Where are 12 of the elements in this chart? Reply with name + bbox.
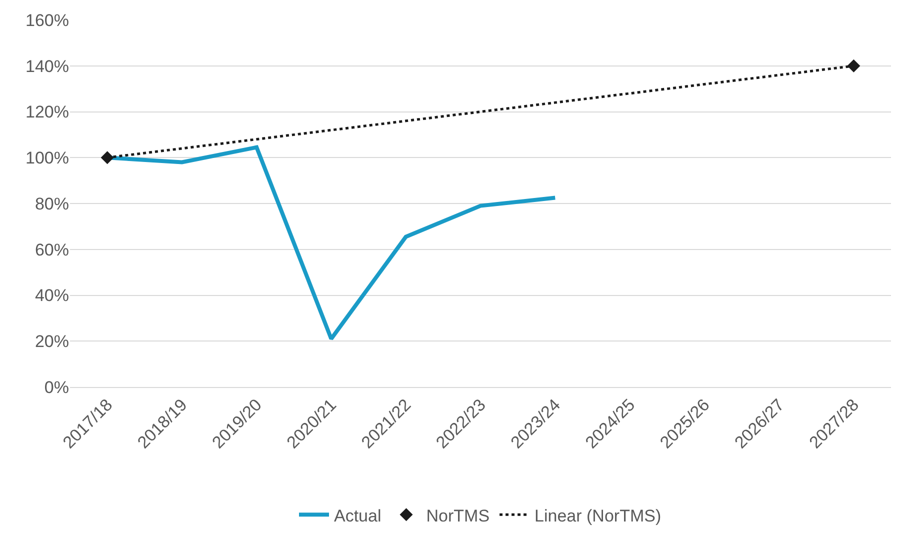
y-tick-label: 80%: [34, 194, 69, 214]
y-tick-label: 40%: [34, 286, 69, 306]
legend-label: Linear (NorTMS): [534, 506, 662, 526]
legend-label: NorTMS: [426, 506, 490, 526]
y-tick-label: 100%: [26, 148, 69, 168]
y-tick-label: 0%: [44, 378, 69, 397]
y-tick-label: 20%: [34, 332, 69, 352]
y-tick-label: 60%: [34, 240, 69, 260]
y-tick-label: 140%: [26, 56, 69, 76]
y-tick-label: 160%: [26, 10, 69, 30]
legend-label: Actual: [334, 506, 382, 526]
y-tick-label: 120%: [26, 102, 69, 122]
